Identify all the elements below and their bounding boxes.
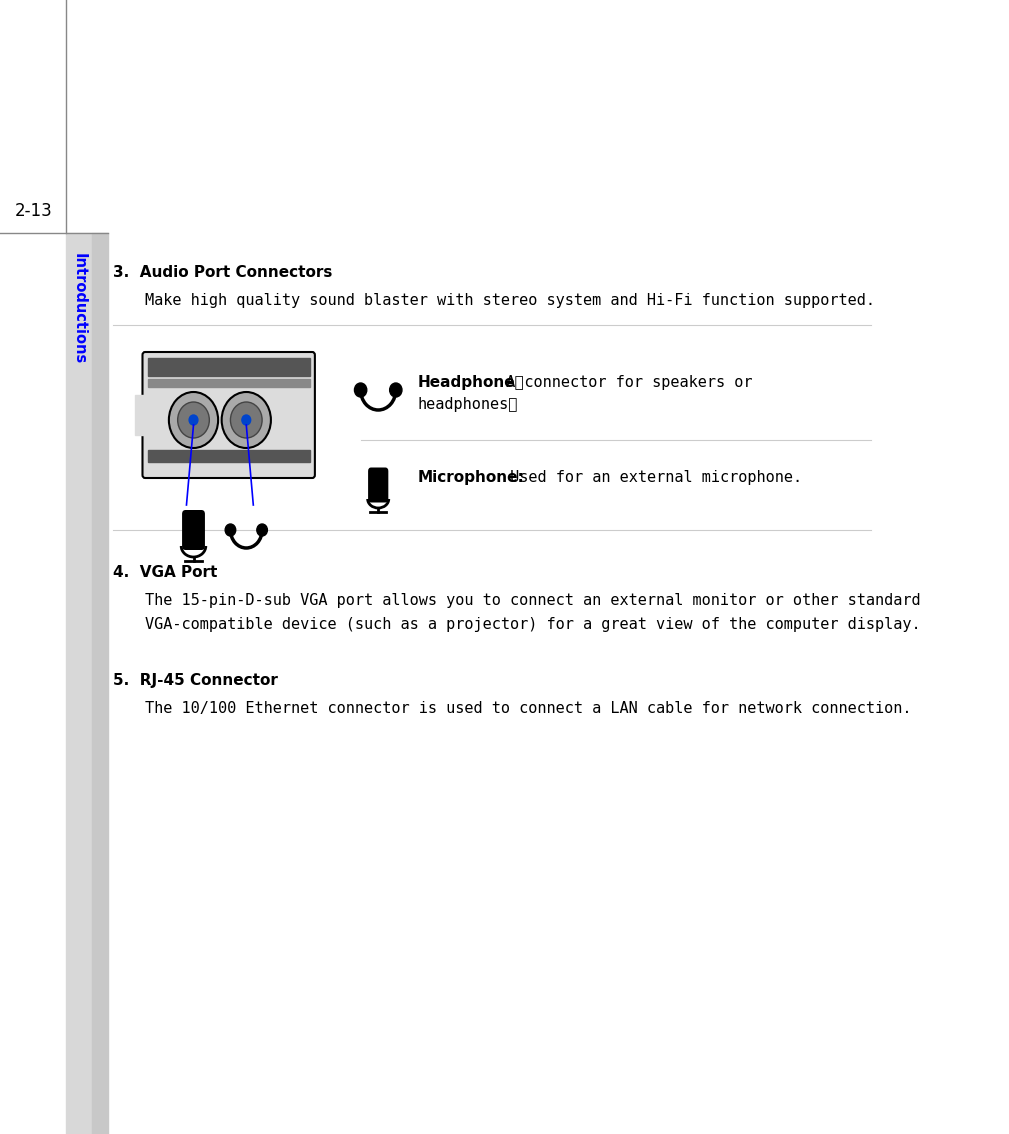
FancyBboxPatch shape: [182, 510, 205, 550]
Text: 5.  RJ-45 Connector: 5. RJ-45 Connector: [113, 672, 277, 688]
Text: VGA-compatible device (such as a projector) for a great view of the computer dis: VGA-compatible device (such as a project…: [145, 617, 921, 632]
Text: The 15-pin-D-sub VGA port allows you to connect an external monitor or other sta: The 15-pin-D-sub VGA port allows you to …: [145, 593, 921, 608]
Circle shape: [189, 415, 198, 425]
Circle shape: [354, 383, 367, 397]
Circle shape: [230, 401, 262, 438]
Circle shape: [225, 524, 236, 536]
Text: 4.  VGA Port: 4. VGA Port: [113, 565, 217, 579]
Circle shape: [389, 383, 402, 397]
Text: A connector for speakers or: A connector for speakers or: [497, 375, 753, 390]
Bar: [134, 395, 145, 435]
Bar: [0, 0, 66, 1134]
Bar: [147, 450, 310, 462]
Circle shape: [178, 401, 209, 438]
Text: Microphone:: Microphone:: [418, 469, 525, 485]
Text: 3.  Audio Port Connectors: 3. Audio Port Connectors: [113, 265, 332, 280]
Text: The 10/100 Ethernet connector is used to connect a LAN cable for network connect: The 10/100 Ethernet connector is used to…: [145, 701, 911, 716]
Bar: [147, 358, 310, 376]
Text: Used for an external microphone.: Used for an external microphone.: [501, 469, 802, 485]
Bar: [93, 232, 108, 1134]
Bar: [147, 379, 310, 387]
Text: Make high quality sound blaster with stereo system and Hi-Fi function supported.: Make high quality sound blaster with ste…: [145, 293, 875, 308]
FancyBboxPatch shape: [368, 467, 388, 502]
Text: Introductions: Introductions: [72, 253, 87, 364]
Circle shape: [257, 524, 267, 536]
Text: 2-13: 2-13: [14, 202, 52, 220]
Text: Headphone：: Headphone：: [418, 375, 525, 390]
FancyBboxPatch shape: [142, 352, 315, 479]
Circle shape: [169, 392, 218, 448]
Circle shape: [222, 392, 270, 448]
Circle shape: [242, 415, 250, 425]
Bar: [66, 232, 93, 1134]
Text: headphones．: headphones．: [418, 397, 519, 412]
